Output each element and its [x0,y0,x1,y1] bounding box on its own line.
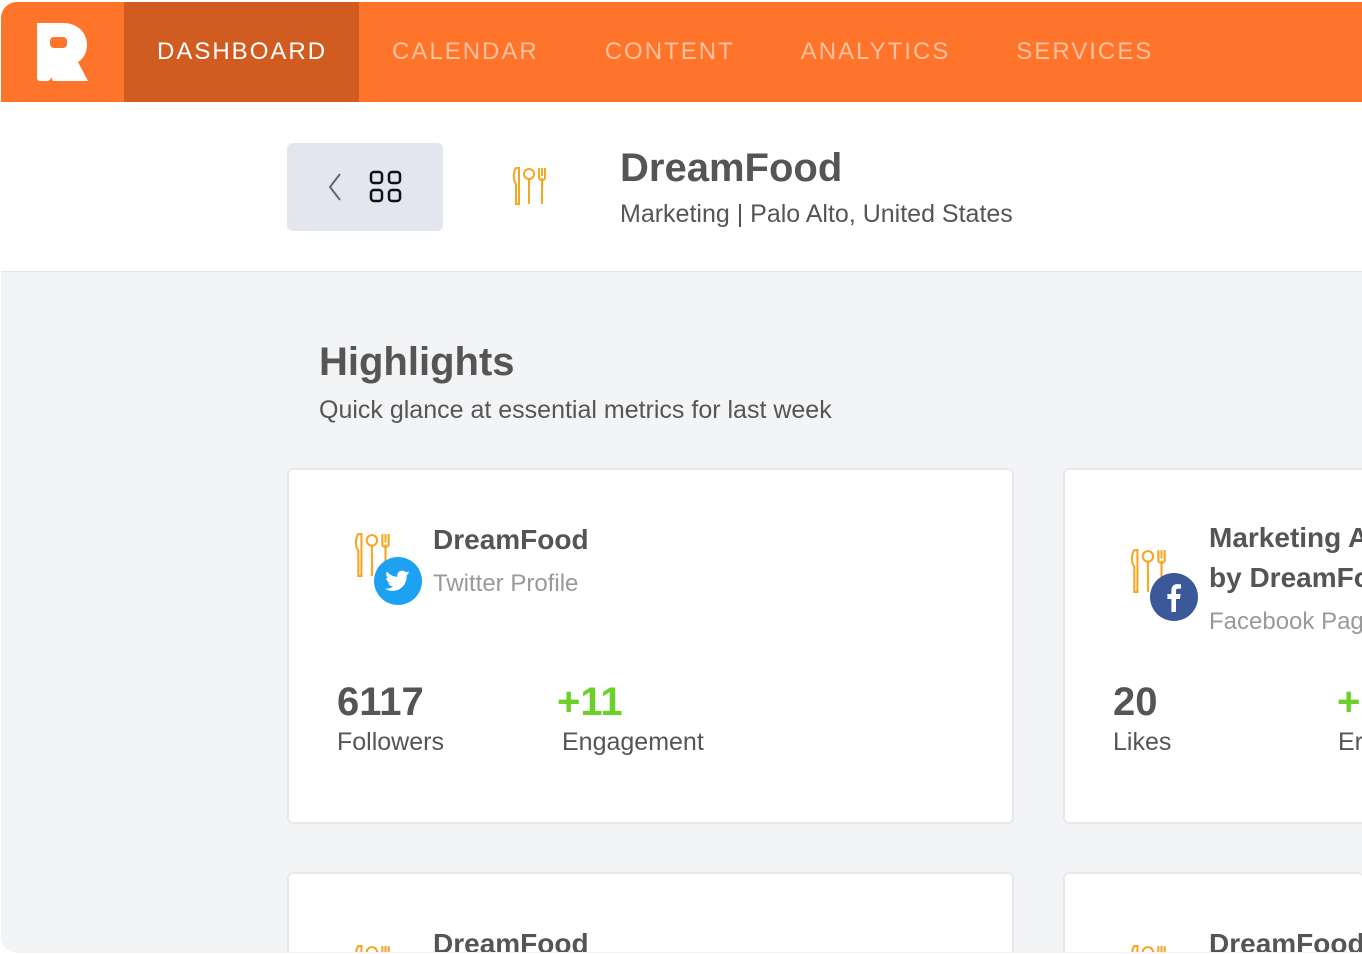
cutlery-icon [1131,945,1166,952]
followers-value: 6117 [337,680,424,724]
nav-content[interactable]: CONTENT [604,38,735,65]
nav-analytics[interactable]: ANALYTICS [800,38,951,65]
back-to-grid-button[interactable] [287,143,443,231]
card-title: DreamFood [433,524,589,555]
card-title: DreamFood [433,928,589,952]
engagement-label: Engagement [562,728,704,756]
facebook-card[interactable]: Marketing A by DreamFo Facebook Page 20 … [1063,468,1362,824]
cutlery-icon [1130,549,1166,593]
chevron-left-icon [328,173,341,201]
highlights-subtitle: Quick glance at essential metrics for la… [319,396,832,424]
org-subtitle: Marketing | Palo Alto, United States [620,200,1013,228]
likes-value: 20 [1113,680,1158,724]
twitter-icon [374,557,422,605]
card-title: DreamFood [1209,928,1362,952]
account-card[interactable]: DreamFood [1063,872,1362,952]
twitter-card[interactable]: DreamFood Twitter Profile 6117 Followers… [287,468,1014,824]
card-title-line1: Marketing A [1209,522,1362,553]
facebook-icon [1150,573,1198,621]
card-title-line2: by DreamFo [1209,562,1362,593]
org-name: DreamFood [620,146,843,190]
org-header: DreamFood Marketing | Palo Alto, United … [1,102,1362,272]
followers-label: Followers [337,728,444,756]
card-subtitle: Twitter Profile [433,570,579,597]
nav-services[interactable]: SERVICES [1016,38,1154,65]
account-card[interactable]: DreamFood [287,872,1014,952]
top-nav: DASHBOARD CALENDAR CONTENT ANALYTICS SER… [1,2,1362,102]
engagement-value: +11 [557,680,623,724]
cutlery-icon [354,533,390,577]
nav-dashboard[interactable]: DASHBOARD [124,2,359,102]
cutlery-icon [355,945,390,952]
likes-label: Likes [1113,728,1172,756]
nav-calendar[interactable]: CALENDAR [392,38,539,65]
highlights-title: Highlights [319,340,515,384]
engagement-label: Er [1338,728,1362,756]
logo[interactable] [1,2,124,102]
grid-icon [369,170,402,203]
cutlery-icon [512,167,546,205]
card-subtitle: Facebook Page [1209,608,1362,635]
engagement-value: + [1337,680,1361,724]
